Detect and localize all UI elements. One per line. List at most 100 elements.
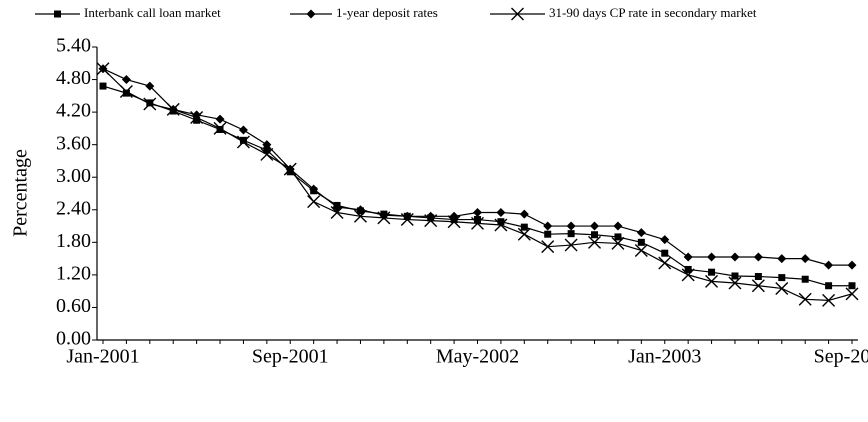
data-point [474,216,481,224]
y-tick-label: 1.20 [56,262,91,284]
data-point [216,125,224,133]
data-point [567,230,575,238]
data-point [215,114,225,124]
data-point [801,275,809,283]
data-point [520,223,528,231]
data-point [119,84,133,98]
legend-marker [54,10,61,18]
data-point [660,235,670,245]
data-point [564,238,578,252]
data-point [143,97,157,111]
data-point [146,99,154,107]
data-point [213,121,227,135]
data-point [309,184,319,194]
data-point [751,279,765,293]
data-point [544,230,552,238]
data-point [262,140,272,150]
data-point [260,147,274,161]
data-point [145,81,155,91]
data-point [613,221,623,231]
data-point [845,287,859,301]
y-tick-label: 0.00 [56,328,91,350]
y-tick-label: 3.00 [56,165,91,187]
data-point [471,216,484,230]
data-point [283,162,297,176]
data-point [473,207,482,217]
data-point [239,136,247,144]
data-point [353,209,367,223]
legend-marker [306,9,316,19]
y-axis-label: Percentage [10,149,32,237]
data-point [236,135,250,149]
y-tick-label: 2.40 [56,197,91,219]
data-point [519,209,529,219]
data-point [822,293,836,307]
data-point [848,282,856,290]
data-point [775,281,789,295]
data-point [681,268,695,282]
data-point [424,214,438,228]
series-line [102,85,852,287]
x-tick-label: Jan-2001 [66,346,139,368]
data-point [330,205,344,219]
data-point [190,111,204,125]
legend-label: 1-year deposit rates [336,5,438,20]
x-tick-label: May-2002 [436,346,519,368]
data-point [637,238,645,246]
data-point [355,205,365,215]
data-point [728,276,742,290]
data-point [661,249,669,257]
data-point [566,221,576,231]
y-tick-label: 1.80 [56,230,91,252]
data-point [707,252,717,262]
data-point [588,235,602,249]
data-point [825,282,833,290]
data-point [96,62,110,76]
data-point [847,260,857,270]
data-point [496,207,506,217]
y-tick-label: 3.60 [56,132,91,154]
x-tick-label: Sep-2001 [252,346,329,368]
data-point [543,221,553,231]
data-point [166,102,180,116]
data-point [122,89,130,97]
data-point [614,233,622,241]
data-point [683,252,693,262]
y-tick-label: 4.20 [56,100,91,122]
data-point [705,274,719,288]
data-point [754,273,762,281]
data-point [778,274,786,282]
data-point [708,268,716,276]
data-point [497,218,505,226]
data-point [99,82,107,90]
data-point [517,227,531,241]
data-point [731,272,739,280]
data-point [193,116,201,124]
data-point [447,215,461,229]
data-point [730,252,740,262]
data-point [800,254,810,264]
x-tick-label: Sep-2003 [814,346,868,368]
series-line [102,68,852,266]
data-point [798,292,812,306]
legend-label: Interbank call loan market [84,5,221,20]
data-point [753,252,763,262]
y-tick-label: 0.60 [56,295,91,317]
y-tick-label: 4.80 [56,67,91,89]
data-point [494,218,508,232]
data-point [377,211,391,225]
data-point [777,254,787,264]
data-point [238,125,248,135]
data-point [611,236,625,250]
data-point [263,146,271,154]
data-point [307,195,321,209]
data-point [121,75,131,85]
data-point [824,260,834,270]
data-point [400,213,414,227]
data-point [636,228,646,238]
series-line [102,68,853,301]
y-tick-label: 5.40 [56,35,91,57]
legend-marker [511,7,524,21]
data-point [591,231,599,239]
